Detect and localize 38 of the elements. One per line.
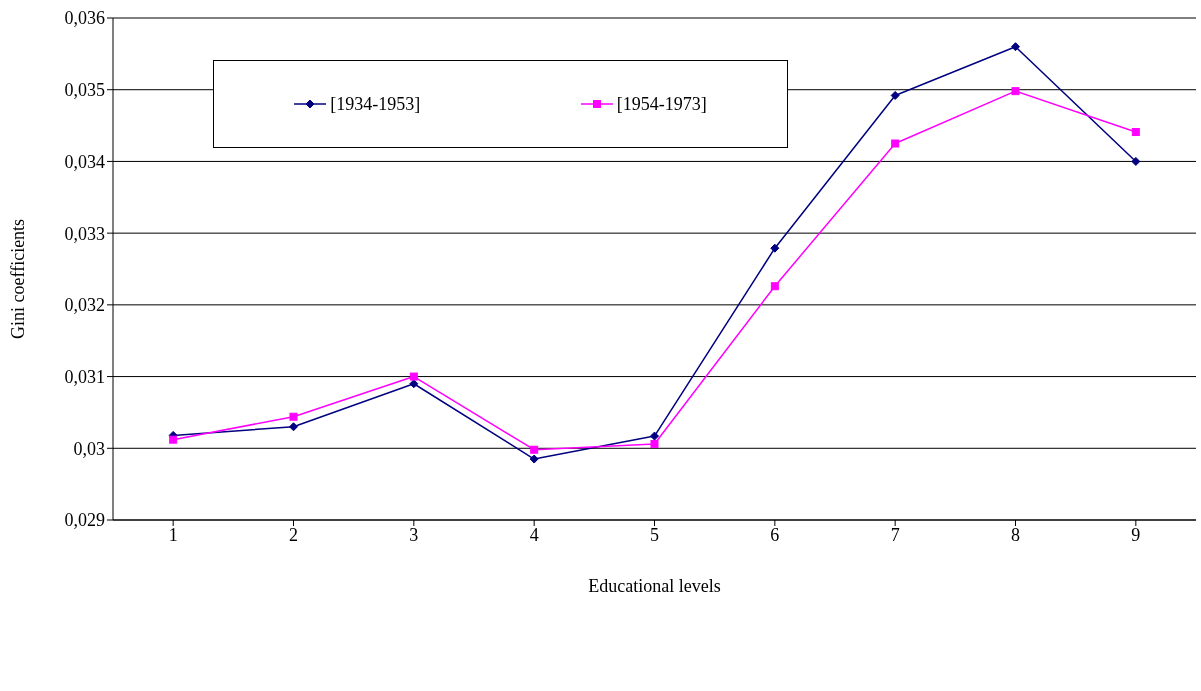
x-axis-title: Educational levels — [588, 576, 721, 596]
point — [409, 379, 419, 389]
x-tick-label: 7 — [890, 524, 900, 545]
y-tick-label: 0,035 — [64, 80, 105, 101]
x-tick-label: 9 — [1131, 524, 1141, 545]
y-tick-label: 0,03 — [73, 438, 105, 459]
y-tick-label: 0,033 — [64, 223, 105, 244]
legend-label: [1954-1973] — [616, 93, 707, 115]
point — [1131, 156, 1141, 166]
point — [770, 243, 780, 253]
y-tick-label: 0,036 — [64, 8, 105, 29]
x-tick-label: 8 — [1011, 524, 1020, 545]
point — [409, 372, 418, 381]
x-tick-label: 3 — [409, 524, 419, 545]
y-tick-label: 0,032 — [64, 295, 105, 316]
point — [650, 431, 659, 441]
x-tick-label: 2 — [289, 524, 298, 545]
legend-label: [1934-1953] — [330, 93, 421, 115]
y-axis-title: Gini coefficients — [8, 218, 29, 339]
point — [289, 422, 298, 432]
point — [1011, 87, 1020, 96]
x-tick-label: 4 — [529, 524, 539, 545]
point — [289, 412, 298, 421]
point — [529, 454, 539, 464]
point — [770, 282, 779, 291]
point — [1011, 42, 1020, 52]
point — [891, 139, 900, 148]
point — [890, 90, 900, 100]
point — [1131, 128, 1140, 137]
x-tick-label: 6 — [770, 524, 780, 545]
y-tick-label: 0,031 — [64, 366, 105, 387]
point — [169, 435, 178, 444]
x-tick-label: 1 — [168, 524, 178, 545]
point — [650, 439, 659, 448]
x-tick-label: 5 — [650, 524, 659, 545]
y-tick-label: 0,029 — [64, 510, 105, 531]
point — [530, 445, 539, 454]
y-tick-label: 0,034 — [64, 151, 105, 172]
